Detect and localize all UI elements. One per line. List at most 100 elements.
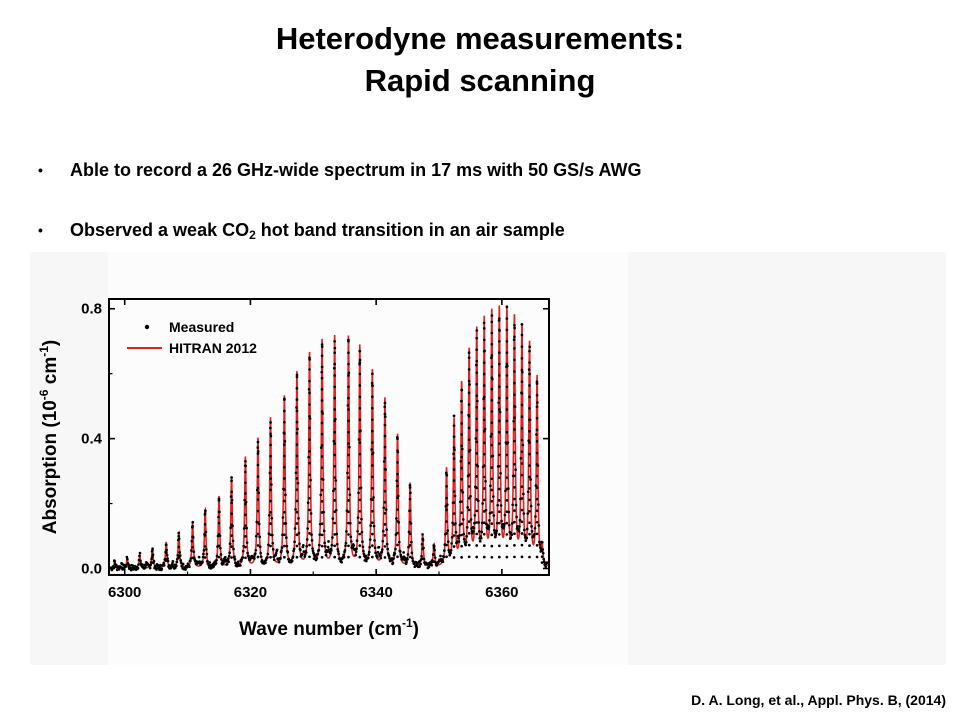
measured-point (358, 532, 362, 536)
x-axis-label-sup: -1 (402, 616, 413, 630)
measured-point (229, 495, 233, 498)
measured-point (354, 550, 358, 554)
spectrum-chart: 6300 6320 6340 6360 0.0 0.4 0.8 Measured HITRA… (37, 298, 550, 640)
measured-point (488, 519, 491, 522)
measured-point (505, 544, 509, 548)
measured-point (482, 498, 486, 502)
measured-point (433, 556, 437, 560)
measured-point (305, 538, 309, 541)
measured-point (475, 359, 479, 363)
measured-point (275, 548, 279, 552)
measured-point (283, 409, 286, 413)
measured-point (320, 399, 324, 402)
measured-point (332, 366, 336, 370)
measured-point (519, 457, 523, 460)
measured-point (295, 533, 299, 537)
measured-point (271, 541, 275, 545)
y-axis-label-mid: cm (40, 357, 61, 390)
measured-point (513, 509, 516, 512)
measured-point (310, 533, 313, 537)
measured-point (475, 555, 479, 559)
measured-point (460, 544, 463, 548)
measured-point (243, 498, 247, 502)
measured-point (340, 560, 343, 564)
measured-point (326, 545, 330, 549)
measured-point (125, 555, 129, 559)
measured-point (315, 556, 319, 560)
legend-measured-label: Measured (169, 319, 234, 335)
measured-point (535, 532, 539, 536)
measured-point (201, 555, 205, 559)
measured-point (253, 557, 256, 560)
measured-point (538, 540, 541, 544)
measured-point (337, 552, 341, 556)
measured-point (305, 544, 309, 548)
measured-point (490, 320, 494, 324)
bullet-text-2-pre: Observed a weak CO (70, 220, 250, 240)
measured-point (223, 555, 227, 559)
measured-point (457, 537, 460, 540)
measured-point (320, 522, 324, 526)
measured-point (230, 545, 233, 548)
measured-point (482, 555, 486, 559)
measured-point (480, 521, 484, 525)
measured-point (283, 544, 286, 548)
measured-point (230, 498, 234, 502)
measured-point (380, 550, 384, 554)
measured-point (244, 535, 247, 538)
measured-point (535, 474, 539, 478)
measured-point (534, 484, 538, 487)
measured-point (144, 564, 148, 567)
measured-point (497, 453, 501, 457)
measured-point (202, 549, 206, 552)
measured-point (528, 441, 531, 445)
measured-point (452, 424, 456, 428)
measured-point (295, 443, 299, 446)
measured-point (475, 405, 479, 409)
measured-point (505, 317, 509, 320)
measured-point (300, 552, 304, 556)
measured-point (442, 555, 446, 559)
measured-point (383, 545, 387, 548)
measured-point (490, 331, 494, 335)
measured-point (541, 551, 545, 555)
measured-point (520, 345, 524, 348)
bullet-text-2: Observed a weak CO2 hot band transition … (70, 220, 565, 241)
measured-point (283, 510, 286, 514)
measured-point (358, 487, 362, 490)
measured-point (408, 509, 412, 513)
measured-point (347, 362, 350, 366)
measured-point (295, 432, 299, 435)
measured-point (244, 492, 247, 495)
measured-point (171, 560, 175, 563)
x-tick-label: 6340 (359, 584, 392, 601)
measured-point (244, 470, 247, 474)
measured-point (269, 511, 272, 514)
measured-point (490, 421, 494, 425)
measured-point (383, 489, 387, 493)
measured-point (280, 546, 284, 549)
measured-point (517, 530, 521, 533)
measured-point (460, 422, 463, 425)
measured-point (467, 520, 471, 524)
measured-point (482, 327, 486, 330)
measured-point (535, 440, 539, 443)
measured-point (454, 530, 458, 534)
measured-point (497, 544, 501, 548)
measured-point (320, 466, 324, 470)
measured-point (205, 547, 208, 551)
measured-point (447, 548, 451, 552)
measured-point (320, 421, 324, 425)
measured-point (513, 358, 516, 362)
measured-point (517, 527, 520, 531)
measured-point (358, 521, 362, 525)
measured-point (490, 488, 494, 492)
measured-point (520, 485, 524, 489)
measured-point (489, 484, 492, 488)
measured-point (347, 453, 350, 457)
measured-point (421, 557, 425, 561)
measured-point (217, 533, 221, 536)
measured-point (379, 554, 382, 557)
measured-point (487, 525, 491, 529)
measured-point (475, 521, 479, 524)
